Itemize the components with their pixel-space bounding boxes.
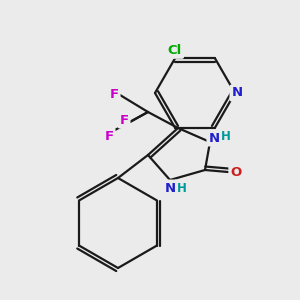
Text: N: N xyxy=(164,182,175,194)
Text: Cl: Cl xyxy=(168,44,182,57)
Text: F: F xyxy=(104,130,114,142)
Text: O: O xyxy=(230,166,242,178)
Text: F: F xyxy=(119,113,129,127)
Text: H: H xyxy=(221,130,231,142)
Text: H: H xyxy=(177,182,187,194)
Text: N: N xyxy=(208,131,220,145)
Text: F: F xyxy=(110,88,118,101)
Text: N: N xyxy=(231,86,243,100)
